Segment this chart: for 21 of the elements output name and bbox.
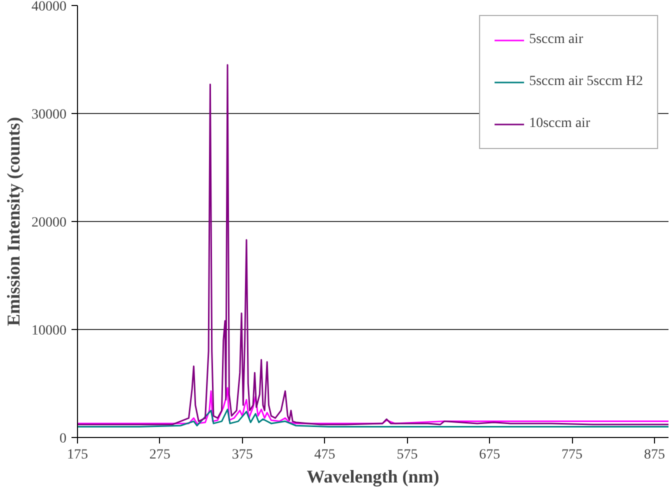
x-tick-label: 775 — [562, 448, 583, 462]
y-tick-label: 40000 — [32, 0, 66, 14]
x-axis-title: Wavelength (nm) — [306, 466, 440, 486]
line-series — [78, 387, 668, 424]
x-tick-label: 375 — [232, 448, 253, 462]
x-tick-label: 875 — [644, 448, 665, 462]
y-axis-title: Emission Intensity (counts) — [4, 116, 24, 326]
y-tick-label: 30000 — [32, 108, 66, 122]
legend-label: 10sccm air — [529, 116, 590, 132]
x-tick-label: 275 — [149, 448, 170, 462]
legend-label: 5sccm air 5sccm H2 — [529, 74, 643, 90]
x-tick-label: 175 — [67, 448, 88, 462]
y-tick-label: 10000 — [32, 324, 66, 338]
y-tick-label: 20000 — [32, 216, 66, 230]
x-tick-label: 475 — [314, 448, 336, 462]
x-tick-label: 575 — [396, 448, 418, 462]
line-series — [78, 408, 668, 428]
line-series — [78, 64, 668, 426]
y-tick-label: 0 — [60, 432, 66, 446]
legend-label: 5sccm air — [529, 32, 584, 48]
x-tick-label: 675 — [479, 448, 500, 462]
